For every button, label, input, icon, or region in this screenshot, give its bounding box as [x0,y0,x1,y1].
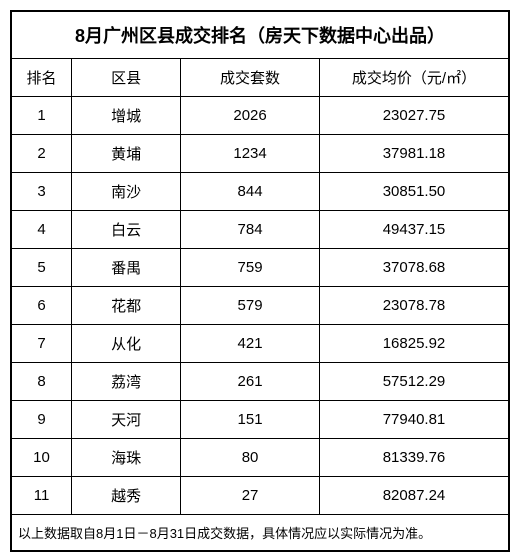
table-row: 3南沙84430851.50 [12,173,508,211]
table-title-row: 8月广州区县成交排名（房天下数据中心出品） [12,12,508,59]
cell-price: 16825.92 [320,325,509,363]
table-row: 5番禺75937078.68 [12,249,508,287]
cell-price: 77940.81 [320,401,509,439]
col-volume: 成交套数 [181,59,320,97]
cell-district: 番禺 [72,249,181,287]
table-footnote: 以上数据取自8月1日－8月31日成交数据，具体情况应以实际情况为准。 [12,515,508,551]
cell-price: 23027.75 [320,97,509,135]
cell-district: 南沙 [72,173,181,211]
table-row: 10海珠8081339.76 [12,439,508,477]
table-header-row: 排名 区县 成交套数 成交均价（元/㎡） [12,59,508,97]
table-body: 1增城202623027.752黄埔123437981.183南沙8443085… [12,97,508,515]
cell-volume: 261 [181,363,320,401]
cell-rank: 10 [12,439,72,477]
cell-volume: 1234 [181,135,320,173]
col-price: 成交均价（元/㎡） [320,59,509,97]
table-title: 8月广州区县成交排名（房天下数据中心出品） [12,12,508,59]
cell-rank: 11 [12,477,72,515]
cell-volume: 784 [181,211,320,249]
cell-volume: 421 [181,325,320,363]
cell-rank: 5 [12,249,72,287]
table-row: 7从化42116825.92 [12,325,508,363]
cell-district: 天河 [72,401,181,439]
cell-price: 82087.24 [320,477,509,515]
cell-volume: 2026 [181,97,320,135]
cell-price: 57512.29 [320,363,509,401]
cell-district: 海珠 [72,439,181,477]
cell-district: 白云 [72,211,181,249]
cell-district: 黄埔 [72,135,181,173]
table-row: 8荔湾26157512.29 [12,363,508,401]
cell-volume: 27 [181,477,320,515]
table-row: 11越秀2782087.24 [12,477,508,515]
table-footnote-row: 以上数据取自8月1日－8月31日成交数据，具体情况应以实际情况为准。 [12,515,508,551]
cell-volume: 759 [181,249,320,287]
ranking-table-container: 8月广州区县成交排名（房天下数据中心出品） 排名 区县 成交套数 成交均价（元/… [10,10,510,552]
cell-district: 荔湾 [72,363,181,401]
col-district: 区县 [72,59,181,97]
cell-price: 49437.15 [320,211,509,249]
cell-rank: 2 [12,135,72,173]
cell-volume: 579 [181,287,320,325]
cell-district: 越秀 [72,477,181,515]
cell-rank: 4 [12,211,72,249]
table-row: 6花都57923078.78 [12,287,508,325]
table-row: 2黄埔123437981.18 [12,135,508,173]
cell-volume: 151 [181,401,320,439]
cell-rank: 7 [12,325,72,363]
ranking-table: 8月广州区县成交排名（房天下数据中心出品） 排名 区县 成交套数 成交均价（元/… [12,12,508,550]
table-row: 4白云78449437.15 [12,211,508,249]
cell-rank: 6 [12,287,72,325]
cell-district: 从化 [72,325,181,363]
cell-price: 23078.78 [320,287,509,325]
col-rank: 排名 [12,59,72,97]
cell-volume: 844 [181,173,320,211]
cell-district: 增城 [72,97,181,135]
cell-rank: 9 [12,401,72,439]
cell-district: 花都 [72,287,181,325]
table-row: 9天河15177940.81 [12,401,508,439]
cell-price: 30851.50 [320,173,509,211]
cell-volume: 80 [181,439,320,477]
table-row: 1增城202623027.75 [12,97,508,135]
cell-rank: 3 [12,173,72,211]
cell-price: 37078.68 [320,249,509,287]
cell-price: 37981.18 [320,135,509,173]
cell-price: 81339.76 [320,439,509,477]
cell-rank: 1 [12,97,72,135]
cell-rank: 8 [12,363,72,401]
